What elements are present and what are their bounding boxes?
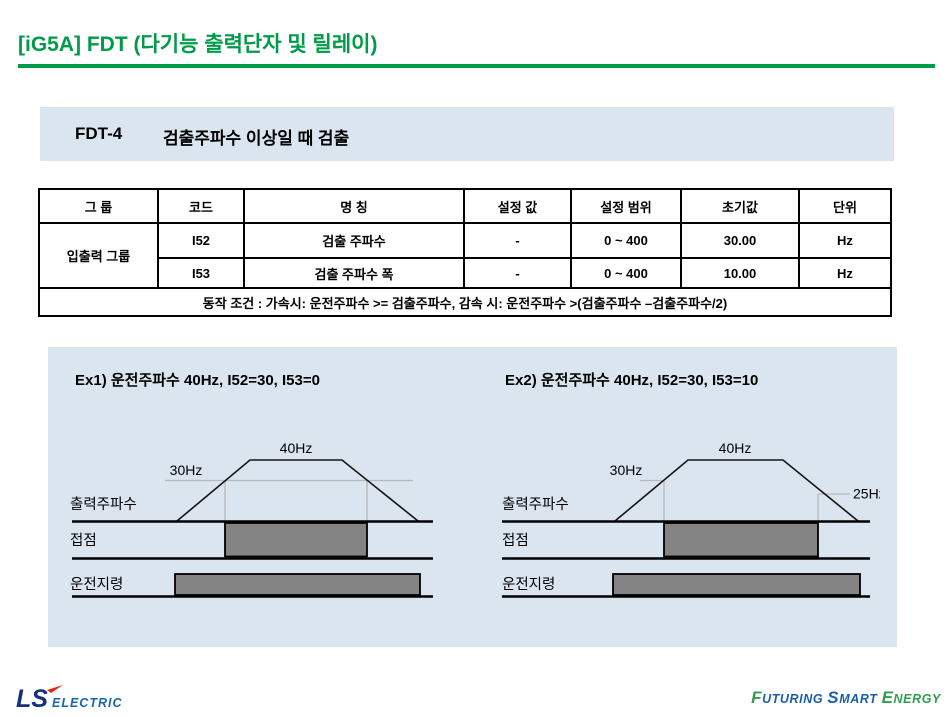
section-heading-box: FDT-4 검출주파수 이상일 때 검출 — [40, 107, 894, 161]
contact-label: 접점 — [502, 532, 529, 549]
ls-logo-text: LS — [16, 685, 48, 712]
futuring-smart-energy-logo: FUTURING SMART ENERGY — [751, 688, 941, 708]
page-title: [iG5A] FDT (다기능 출력단자 및 릴레이) — [18, 33, 378, 56]
section-code: FDT-4 — [75, 124, 123, 143]
parameter-table: 그 룹 코드 명 칭 설정 값 설정 범위 초기값 단위 입출력 그룹 I52 … — [38, 188, 892, 317]
cell-unit: Hz — [798, 257, 892, 289]
section-title: 검출주파수 이상일 때 검출 — [163, 129, 350, 148]
table-row: I53 검출 주파수 폭 - 0 ~ 400 10.00 Hz — [39, 257, 892, 289]
detect-frequency-label: 30Hz — [610, 462, 643, 478]
cell-unit: Hz — [798, 222, 892, 259]
header-set-value: 설정 값 — [463, 188, 572, 224]
output-frequency-waveform — [176, 459, 419, 522]
contact-on-bar — [663, 522, 819, 558]
run-command-label: 운전지령 — [502, 576, 555, 593]
cell-group: 입출력 그룹 — [38, 222, 159, 289]
output-frequency-label: 출력주파수 — [502, 496, 569, 513]
run-command-bar — [612, 573, 861, 596]
peak-frequency-label: 40Hz — [719, 440, 752, 456]
title-underline — [18, 64, 935, 68]
cell-set-value: - — [463, 222, 572, 259]
peak-frequency-label: 40Hz — [280, 440, 313, 456]
contact-on-bar — [224, 522, 368, 558]
header-initial: 초기값 — [680, 188, 800, 224]
cell-range: 0 ~ 400 — [570, 222, 682, 259]
example1-title: Ex1) 운전주파수 40Hz, I52=30, I53=0 — [75, 372, 320, 389]
cell-code: I53 — [157, 257, 245, 289]
header-code: 코드 — [157, 188, 245, 224]
header-unit: 단위 — [798, 188, 892, 224]
slogan-uturing: UTURING — [762, 692, 824, 706]
table-note-row: 동작 조건 : 가속시: 운전주파수 >= 검출주파수, 감속 시: 운전주파수… — [38, 287, 892, 317]
ls-logo-red-swoosh-icon — [47, 685, 63, 693]
example2-timing-diagram: 40Hz 30Hz 25Hz 출력주파수 접점 운전지령 — [502, 440, 880, 598]
output-frequency-label: 출력주파수 — [70, 496, 137, 513]
cell-name: 검출 주파수 — [243, 222, 465, 259]
header-name: 명 칭 — [243, 188, 465, 224]
cell-range: 0 ~ 400 — [570, 257, 682, 289]
slogan-f: F — [751, 688, 763, 707]
detect-frequency-label: 30Hz — [170, 462, 203, 478]
ls-electric-logo: LS ELECTRIC — [16, 684, 166, 717]
cell-code: I52 — [157, 222, 245, 259]
cell-initial: 10.00 — [680, 257, 800, 289]
header-group: 그 룹 — [38, 188, 159, 224]
slogan-mart: MART — [839, 692, 878, 706]
run-command-bar — [174, 573, 421, 596]
cell-set-value: - — [463, 257, 572, 289]
ls-electric-logo-graphic: LS ELECTRIC — [16, 685, 123, 713]
table-header-row: 그 룹 코드 명 칭 설정 값 설정 범위 초기값 단위 — [38, 188, 892, 224]
table-row: 입출력 그룹 I52 검출 주파수 - 0 ~ 400 30.00 Hz — [38, 222, 892, 289]
example1-timing-diagram: 40Hz 30Hz 출력주파수 접점 운전지령 — [70, 440, 433, 598]
slogan-nergy: NERGY — [893, 692, 941, 706]
electric-logo-text: ELECTRIC — [52, 696, 123, 710]
cell-name: 검출 주파수 폭 — [243, 257, 465, 289]
examples-panel: Ex1) 운전주파수 40Hz, I52=30, I53=0 Ex2) 운전주파… — [48, 347, 897, 647]
run-command-label: 운전지령 — [70, 576, 123, 593]
output-frequency-waveform — [614, 459, 859, 522]
slogan-e: E — [881, 688, 894, 707]
slogan-s: S — [827, 688, 840, 707]
contact-label: 접점 — [70, 532, 97, 549]
header-range: 설정 범위 — [570, 188, 682, 224]
cell-initial: 30.00 — [680, 222, 800, 259]
release-frequency-label: 25Hz — [853, 486, 880, 502]
operation-condition-note: 동작 조건 : 가속시: 운전주파수 >= 검출주파수, 감속 시: 운전주파수… — [38, 287, 892, 317]
example2-title: Ex2) 운전주파수 40Hz, I52=30, I53=10 — [505, 372, 759, 389]
